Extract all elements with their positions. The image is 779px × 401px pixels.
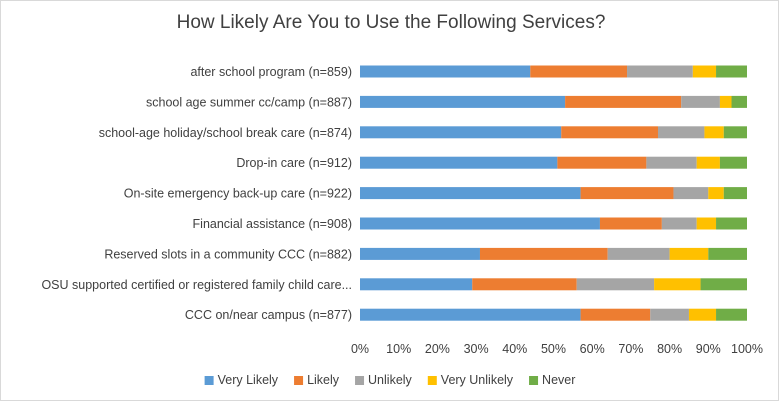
bar-segment [716,217,747,230]
bar-segment [688,308,717,321]
legend-item: Likely [294,373,340,387]
bar-segment [360,217,600,230]
bar-segment [360,278,473,291]
legend: Very Likely Likely Unlikely Very Unlikely Ne… [204,373,575,387]
category-label: Financial assistance (n=908) [193,217,352,231]
bar-segment [700,278,747,291]
bar-segment [669,247,709,260]
category-label: Drop-in care (n=912) [236,156,352,170]
bar-segment [692,65,717,78]
legend-label: Very Likely [218,373,279,387]
bar-segment [360,247,480,260]
bar-segment [696,217,717,230]
bar-segment [557,156,647,169]
bar-segment [360,65,531,78]
bar-segment [716,308,747,321]
bar-segment [576,278,655,291]
legend-swatch [204,376,214,385]
legend-item: Very Likely [204,373,279,387]
bar-segment [708,187,724,200]
category-label: On-site emergency back-up care (n=922) [124,187,352,201]
category-label: after school program (n=859) [190,65,352,79]
bar-segment [646,156,697,169]
legend-swatch [294,376,304,385]
category-label: CCC on/near campus (n=877) [185,308,352,322]
chart-title: How Likely Are You to Use the Following … [177,12,606,33]
legend-item: Very Unlikely [427,373,514,387]
legend-item: Unlikely [355,373,413,387]
x-tick-label: 30% [464,342,489,356]
bar-segment [704,126,724,139]
x-tick-label: 20% [425,342,450,356]
category-label: Reserved slots in a community CCC (n=882… [104,247,352,261]
bar-segment [696,156,720,169]
x-tick-label: 70% [618,342,643,356]
bar-segment [627,65,693,78]
bar-segment [360,95,566,108]
bar-segment [716,65,747,78]
bar-segment [723,126,747,139]
bar-segment [719,156,747,169]
bar-segment [650,308,689,321]
bar-segment [565,95,682,108]
bar-segment [360,308,581,321]
bar-segment [708,247,747,260]
x-tick-label: 80% [657,342,682,356]
bar-segment [681,95,720,108]
category-label: school age summer cc/camp (n=887) [146,95,352,109]
legend-label: Never [542,373,575,387]
x-tick-label: 50% [541,342,566,356]
bar-segment [479,247,608,260]
bar-segment [607,247,670,260]
x-tick-label: 0% [351,342,369,356]
x-tick-label: 10% [386,342,411,356]
bar-segment [530,65,628,78]
legend-swatch [529,376,539,385]
bar-segment [360,156,558,169]
x-axis-tick-labels: 0% 10% 20% 30% 40% 50% 60% 70% 80% 90% 100% [351,342,763,356]
bar-segment [360,126,562,139]
x-tick-label: 40% [502,342,527,356]
bar-segment [360,187,581,200]
bar-segment [657,126,705,139]
legend-label: Very Unlikely [441,373,514,387]
bar-segment [599,217,662,230]
category-label: OSU supported certified or registered fa… [41,278,352,292]
legend-swatch [427,376,437,385]
legend-label: Likely [307,373,340,387]
bars [360,65,747,321]
legend-item: Never [529,373,575,387]
bar-segment [472,278,577,291]
bar-segment [731,95,747,108]
bar-segment [561,126,658,139]
category-label: school-age holiday/school break care (n=… [99,126,352,140]
x-tick-label: 90% [696,342,721,356]
bar-segment [723,187,747,200]
legend-label: Unlikely [368,373,413,387]
bar-segment [654,278,701,291]
bar-segment [661,217,697,230]
bar-segment [719,95,732,108]
x-tick-label: 100% [731,342,763,356]
legend-swatch [355,376,365,385]
category-labels: after school program (n=859) school age s… [41,65,352,322]
bar-segment [580,308,651,321]
bar-segment [673,187,709,200]
x-tick-label: 60% [580,342,605,356]
bar-segment [580,187,674,200]
